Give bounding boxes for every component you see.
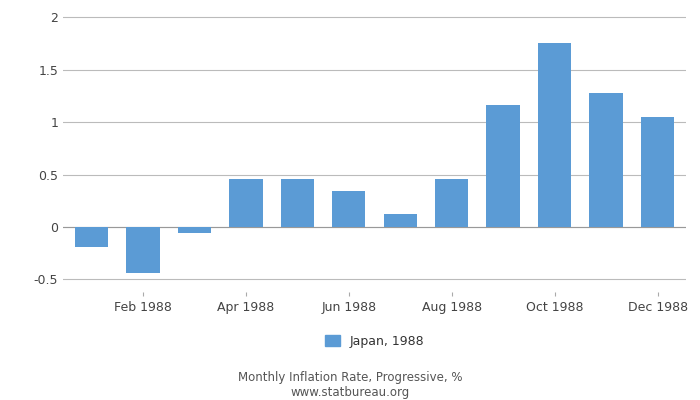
Bar — [486, 105, 520, 227]
Bar — [281, 179, 314, 227]
Bar — [126, 227, 160, 273]
Bar — [332, 191, 365, 227]
Bar — [178, 227, 211, 233]
Text: www.statbureau.org: www.statbureau.org — [290, 386, 410, 399]
Bar — [229, 179, 262, 227]
Bar — [75, 227, 108, 247]
Bar — [384, 214, 417, 227]
Bar — [538, 44, 571, 227]
Text: Monthly Inflation Rate, Progressive, %: Monthly Inflation Rate, Progressive, % — [238, 372, 462, 384]
Bar — [641, 117, 674, 227]
Bar — [435, 179, 468, 227]
Bar — [589, 93, 623, 227]
Legend: Japan, 1988: Japan, 1988 — [325, 335, 424, 348]
